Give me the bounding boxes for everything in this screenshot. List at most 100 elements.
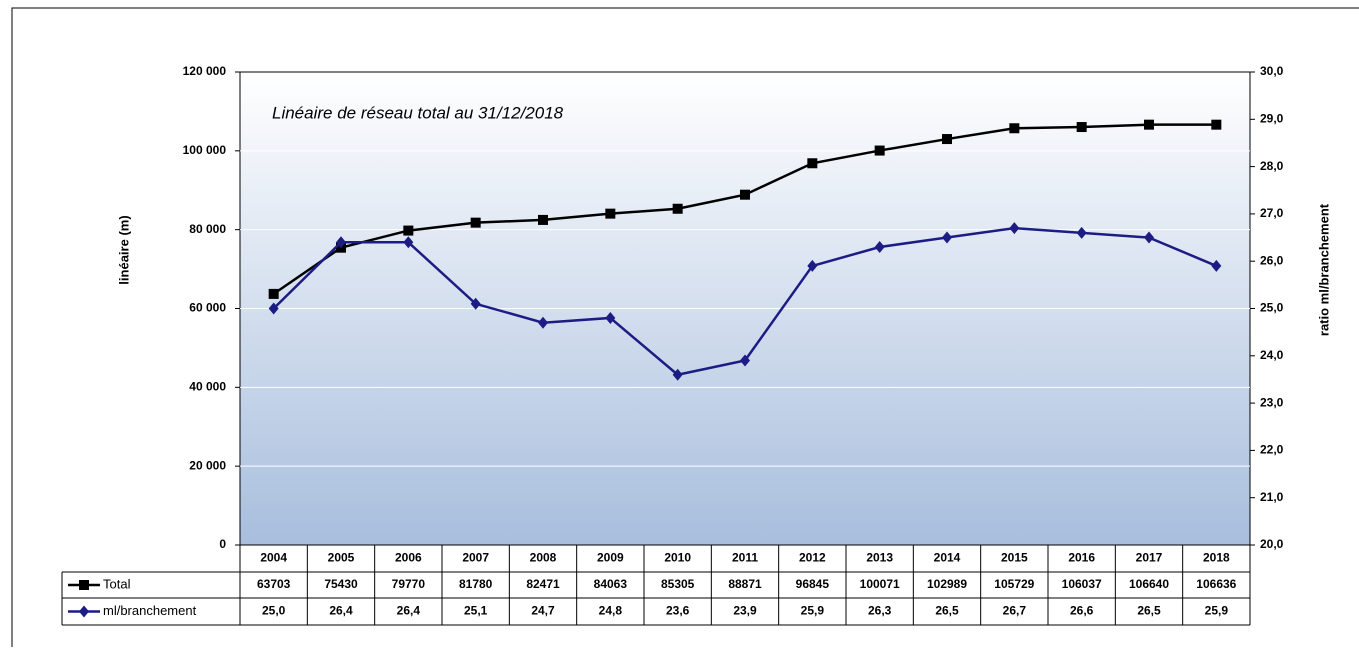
marker [1076,122,1087,133]
y-tick-label: 120 000 [183,64,227,78]
y2-tick-label: 26,0 [1260,253,1284,267]
table-value: 26,4 [397,604,421,618]
marker [1009,222,1020,235]
table-value: 79770 [392,577,426,591]
table-value: 25,9 [1205,604,1229,618]
legend-label: Total [103,576,131,591]
x-tick-label: 2008 [530,551,557,565]
table-value: 106037 [1062,577,1102,591]
table-value: 26,3 [868,604,892,618]
marker [942,231,952,244]
x-tick-label: 2005 [328,551,355,565]
marker [874,145,885,156]
marker [605,208,616,219]
marker [740,189,750,200]
table-value: 24,7 [531,604,555,618]
marker [1076,226,1087,239]
legend-marker [79,605,89,618]
marker [470,217,481,228]
table-value: 25,9 [801,604,825,618]
marker [1144,231,1154,244]
marker [807,259,818,272]
table-value: 24,8 [599,604,623,618]
marker [807,158,818,169]
table-value: 102989 [927,577,967,591]
marker [672,203,683,214]
table-value: 26,6 [1070,604,1094,618]
x-tick-label: 2010 [664,551,691,565]
table-value: 100071 [860,577,900,591]
chart-title: Linéaire de réseau total au 31/12/2018 [272,103,564,122]
table-value: 25,0 [262,604,286,618]
marker [874,241,885,254]
x-tick-label: 2017 [1136,551,1163,565]
table-value: 75430 [324,577,358,591]
y-tick-label: 80 000 [189,222,226,236]
marker [1144,119,1154,130]
x-tick-label: 2009 [597,551,624,565]
marker [538,316,548,329]
y-axis-label: linéaire (m) [116,215,131,284]
table-value: 26,4 [329,604,353,618]
marker [268,288,279,299]
table-value: 88871 [728,577,762,591]
marker [336,236,346,249]
table-value: 84063 [594,577,628,591]
marker [672,368,683,381]
marker [605,311,616,324]
y-tick-label: 20 000 [189,458,226,472]
frame [11,7,1359,652]
x-tick-label: 2004 [260,551,287,565]
y2-tick-label: 30,0 [1260,64,1284,78]
y-tick-label: 60 000 [189,301,226,315]
table-value: 96845 [796,577,830,591]
table-value: 106636 [1196,577,1236,591]
marker [538,214,548,225]
table-value: 63703 [257,577,291,591]
marker [740,354,750,367]
marker [1211,119,1222,130]
y2-tick-label: 21,0 [1260,490,1284,504]
y-tick-label: 40 000 [189,380,226,394]
table-value: 23,6 [666,604,690,618]
x-tick-label: 2012 [799,551,826,565]
table-value: 81780 [459,577,493,591]
marker [403,236,414,249]
table-value: 82471 [526,577,560,591]
table-value: 26,7 [1003,604,1027,618]
y-tick-label: 100 000 [183,143,227,157]
table-value: 26,5 [1137,604,1161,618]
table-value: 85305 [661,577,695,591]
marker [268,302,279,315]
y2-tick-label: 27,0 [1260,206,1284,220]
legend-marker [79,580,89,590]
x-tick-label: 2013 [866,551,893,565]
x-tick-label: 2007 [462,551,489,565]
marker [1009,123,1020,134]
legend-label: ml/branchement [103,603,197,618]
marker [470,297,481,310]
table-value: 105729 [994,577,1034,591]
y2-tick-label: 20,0 [1260,537,1284,551]
x-tick-label: 2015 [1001,551,1028,565]
y2-tick-label: 28,0 [1260,159,1284,173]
table-value: 25,1 [464,604,488,618]
marker [942,134,952,145]
y2-axis-label: ratio ml/branchement [1316,203,1331,336]
x-tick-label: 2006 [395,551,422,565]
x-tick-label: 2011 [732,551,758,565]
x-tick-label: 2018 [1203,551,1230,565]
x-tick-label: 2016 [1068,551,1095,565]
y-tick-label: 0 [219,537,226,551]
table-value: 26,5 [935,604,959,618]
x-tick-label: 2014 [934,551,961,565]
y2-tick-label: 29,0 [1260,111,1284,125]
table-value: 23,9 [733,604,757,618]
y2-tick-label: 24,0 [1260,348,1284,362]
y2-tick-label: 23,0 [1260,395,1284,409]
y2-tick-label: 22,0 [1260,443,1284,457]
table-value: 106640 [1129,577,1169,591]
y2-tick-label: 25,0 [1260,301,1284,315]
marker [1211,259,1222,272]
